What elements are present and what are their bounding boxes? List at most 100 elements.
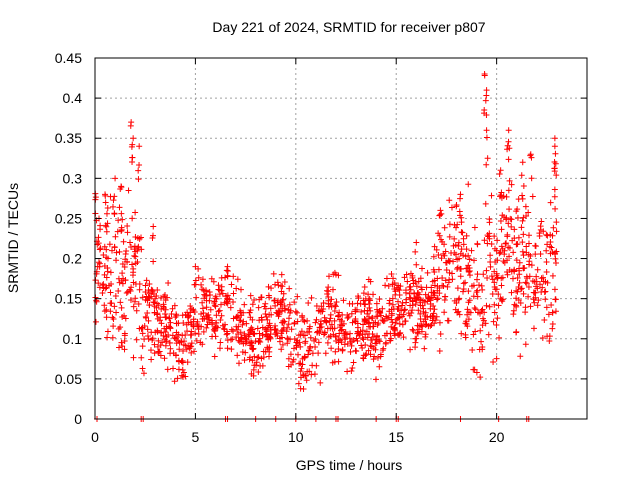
data-point	[131, 252, 138, 259]
data-point	[520, 290, 527, 297]
data-point	[495, 302, 502, 309]
data-point	[325, 333, 332, 340]
data-point	[513, 287, 520, 294]
data-point	[124, 229, 131, 236]
data-point	[529, 193, 536, 200]
data-point	[242, 340, 249, 347]
data-point	[325, 303, 332, 310]
data-point	[286, 301, 293, 308]
data-point	[414, 330, 421, 337]
data-point	[476, 282, 483, 289]
peak-point	[483, 112, 490, 119]
data-point	[181, 338, 188, 345]
x-tick-labels: 0 5 10 15 20	[91, 429, 505, 445]
peak-point	[412, 248, 419, 255]
data-point	[308, 371, 315, 378]
data-point	[217, 317, 224, 324]
data-point	[539, 284, 546, 291]
data-point	[370, 356, 377, 363]
data-point	[183, 346, 190, 353]
data-point	[553, 219, 560, 226]
data-point	[294, 318, 301, 325]
data-point	[230, 299, 237, 306]
data-point	[495, 291, 502, 298]
data-point	[136, 286, 143, 293]
data-point	[355, 329, 362, 336]
data-point	[431, 243, 438, 250]
data-point	[262, 305, 269, 312]
data-point	[278, 346, 285, 353]
data-point	[237, 335, 244, 342]
data-point	[268, 311, 275, 318]
peak-point	[224, 300, 231, 307]
data-point	[308, 294, 315, 301]
peak-point	[519, 159, 526, 166]
data-point	[109, 314, 116, 321]
data-point	[276, 338, 283, 345]
data-point	[301, 318, 308, 325]
data-point	[133, 307, 140, 314]
data-point	[468, 247, 475, 254]
data-point	[290, 356, 297, 363]
data-point	[211, 299, 218, 306]
data-point	[520, 231, 527, 238]
data-point	[175, 366, 182, 373]
data-point	[285, 355, 292, 362]
data-point	[101, 243, 108, 250]
peak-point	[129, 154, 136, 161]
data-point	[120, 238, 127, 245]
data-point	[132, 209, 139, 216]
data-point	[498, 194, 505, 201]
data-point	[424, 269, 431, 276]
data-point	[452, 251, 459, 258]
data-point	[383, 275, 390, 282]
data-point	[513, 257, 520, 264]
data-point	[97, 245, 104, 252]
data-point	[348, 342, 355, 349]
peak-point	[278, 288, 285, 295]
data-point	[362, 342, 369, 349]
data-point	[110, 323, 117, 330]
data-point	[139, 294, 146, 301]
data-point	[246, 309, 253, 316]
peak-point	[117, 186, 124, 193]
data-point	[519, 248, 526, 255]
data-point	[539, 335, 546, 342]
data-point	[491, 309, 498, 316]
data-point	[428, 284, 435, 291]
data-point	[199, 286, 206, 293]
data-point	[249, 345, 256, 352]
data-point	[138, 354, 145, 361]
chart-title: Day 221 of 2024, SRMTID for receiver p80…	[212, 19, 485, 35]
data-point	[482, 320, 489, 327]
data-point	[103, 274, 110, 281]
data-point	[155, 302, 162, 309]
data-point	[456, 311, 463, 318]
data-points	[92, 71, 560, 422]
data-point	[551, 193, 558, 200]
data-point	[392, 320, 399, 327]
data-point	[319, 308, 326, 315]
data-point	[368, 343, 375, 350]
data-point	[113, 249, 120, 256]
y-tick-label: 0.05	[55, 371, 82, 387]
data-point	[249, 357, 256, 364]
data-point	[146, 290, 153, 297]
data-point	[219, 290, 226, 297]
data-point	[203, 288, 210, 295]
data-point	[508, 216, 515, 223]
data-point	[141, 336, 148, 343]
data-point	[104, 328, 111, 335]
data-point	[286, 309, 293, 316]
data-point	[306, 325, 313, 332]
data-point	[441, 252, 448, 259]
data-point	[274, 279, 281, 286]
data-point	[430, 253, 437, 260]
data-point	[553, 248, 560, 255]
data-point	[433, 296, 440, 303]
data-point	[107, 269, 114, 276]
data-point	[516, 279, 523, 286]
data-point	[359, 334, 366, 341]
data-point	[463, 232, 470, 239]
peak-point	[496, 171, 503, 178]
